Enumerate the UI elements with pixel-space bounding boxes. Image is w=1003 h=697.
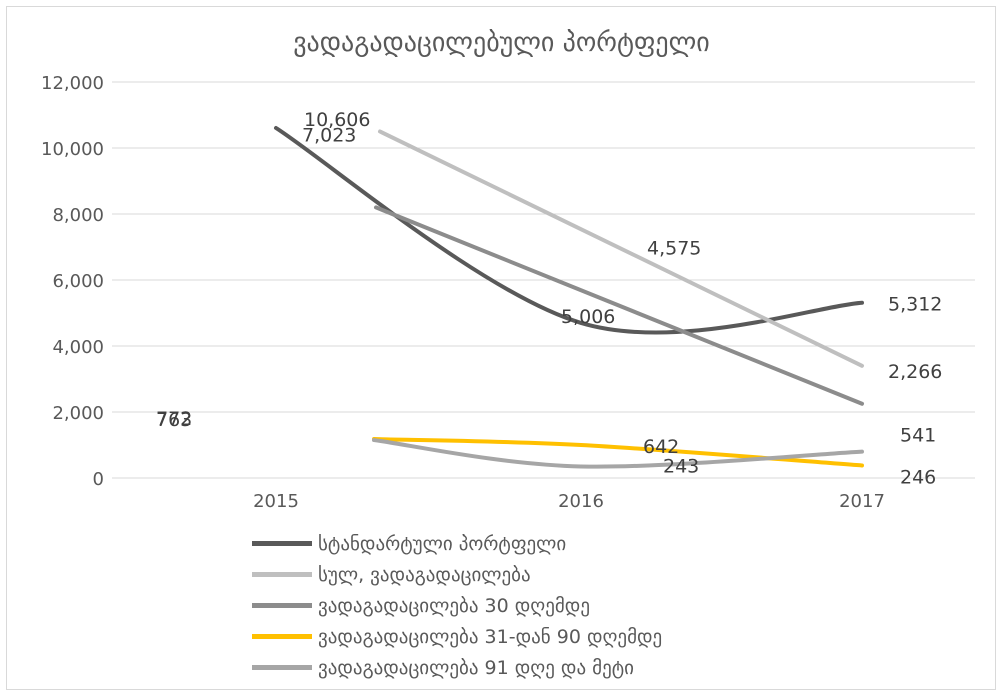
y-tick-label: 4,000 [52,337,104,358]
legend-swatch [252,572,312,577]
legend-item: ვადაგადაცილება 30 დღემდე [252,590,662,621]
data-labels: 10,606 5,006 5,312 7,023 4,575 2,266 772 642 246… [156,109,942,488]
data-label: 772 [156,408,192,430]
y-tick-label: 6,000 [52,271,104,292]
y-tick-label: 10,000 [41,139,104,160]
legend-label: ვადაგადაცილება 91 დღე და მეტი [318,656,634,679]
chart-title: ვადაგადაცილებული პორტფელი [293,28,710,58]
data-label: 5,312 [888,294,942,316]
data-label: 7,023 [302,125,356,147]
series-line [378,129,864,368]
y-tick-label: 12,000 [41,73,104,94]
legend-item: ვადაგადაცილება 91 დღე და მეტი [252,652,662,683]
data-label: 541 [900,425,936,447]
series-lines [274,126,864,469]
data-label: 2,266 [888,361,942,383]
y-tick-label: 8,000 [52,205,104,226]
legend-label: სტანდარტული პორტფელი [318,532,567,555]
x-axis: 2015 2016 2017 [253,491,885,512]
data-label: 4,575 [647,237,701,259]
data-label: 5,006 [561,306,615,328]
legend-swatch [252,665,312,670]
legend-swatch [252,541,312,546]
series-line [374,205,864,406]
x-tick-label: 2017 [839,491,885,512]
legend-item: სულ, ვადაგადაცილება [252,559,662,590]
data-label: 642 [643,436,679,458]
legend-item: სტანდარტული პორტფელი [252,528,662,559]
data-label: 243 [663,455,699,477]
series-line [372,438,864,469]
y-axis: 0 2,000 4,000 6,000 8,000 10,000 12,000 [41,73,104,490]
y-tick-label: 0 [93,469,104,490]
legend: სტანდარტული პორტფელი სულ, ვადაგადაცილება ვ… [252,528,662,683]
y-tick-label: 2,000 [52,403,104,424]
x-tick-label: 2016 [558,491,604,512]
data-label: 763 [156,409,192,431]
data-label: 10,606 [304,109,370,131]
chart-frame [6,6,996,690]
legend-label: სულ, ვადაგადაცილება [318,563,531,586]
legend-item: ვადაგადაცილება 31-დან 90 დღემდე [252,621,662,652]
legend-label: ვადაგადაცილება 31-დან 90 დღემდე [318,625,663,648]
x-tick-label: 2015 [253,491,299,512]
legend-label: ვადაგადაცილება 30 დღემდე [318,594,590,617]
legend-swatch [252,634,312,639]
legend-swatch [252,603,312,608]
data-label: 246 [900,466,936,488]
gridlines [112,81,975,479]
series-line [372,437,864,468]
series-line [274,126,864,335]
